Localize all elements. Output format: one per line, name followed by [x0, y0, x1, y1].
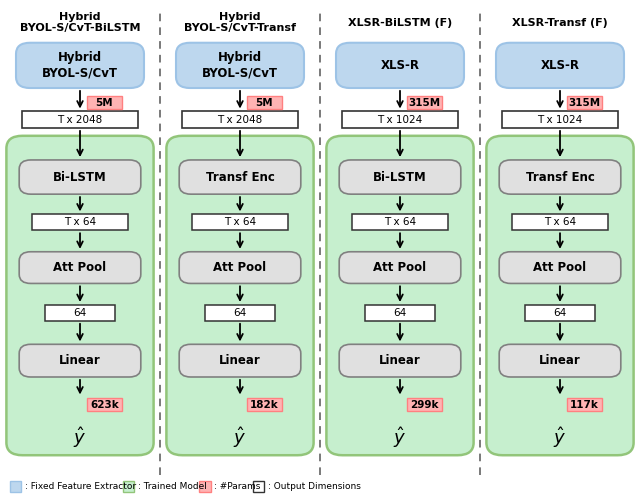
FancyBboxPatch shape — [502, 112, 618, 128]
Text: $\hat{y}$: $\hat{y}$ — [234, 425, 246, 450]
Text: 182k: 182k — [250, 400, 278, 410]
Text: XLS-R: XLS-R — [541, 59, 579, 72]
Text: 64: 64 — [554, 308, 566, 318]
Text: 315M: 315M — [568, 98, 600, 108]
Text: Att Pool: Att Pool — [213, 261, 267, 274]
Text: : Output Dimensions: : Output Dimensions — [268, 482, 361, 491]
FancyBboxPatch shape — [407, 96, 442, 109]
FancyBboxPatch shape — [19, 252, 141, 284]
Text: : Fixed Feature Extractor: : Fixed Feature Extractor — [25, 482, 136, 491]
FancyBboxPatch shape — [496, 43, 624, 88]
Text: Linear: Linear — [379, 354, 421, 367]
FancyBboxPatch shape — [176, 43, 304, 88]
Text: T x 64: T x 64 — [64, 217, 96, 227]
Text: Hybrid
BYOL-S/CvT: Hybrid BYOL-S/CvT — [202, 51, 278, 79]
Text: Bi-LSTM: Bi-LSTM — [53, 171, 107, 184]
Text: T x 64: T x 64 — [384, 217, 416, 227]
FancyBboxPatch shape — [525, 305, 595, 321]
Text: Hybrid
BYOL-S/CvT-Transf: Hybrid BYOL-S/CvT-Transf — [184, 12, 296, 33]
FancyBboxPatch shape — [253, 481, 264, 492]
FancyBboxPatch shape — [512, 214, 608, 230]
Text: Hybrid
BYOL-S/CvT: Hybrid BYOL-S/CvT — [42, 51, 118, 79]
FancyBboxPatch shape — [246, 96, 282, 109]
FancyBboxPatch shape — [486, 136, 634, 455]
Text: Transf Enc: Transf Enc — [525, 171, 595, 184]
FancyBboxPatch shape — [45, 305, 115, 321]
Text: XLS-R: XLS-R — [381, 59, 419, 72]
FancyBboxPatch shape — [407, 398, 442, 411]
Text: Transf Enc: Transf Enc — [205, 171, 275, 184]
FancyBboxPatch shape — [352, 214, 448, 230]
Text: 5M: 5M — [95, 98, 113, 108]
FancyBboxPatch shape — [166, 136, 314, 455]
Text: : Trained Model: : Trained Model — [138, 482, 207, 491]
FancyBboxPatch shape — [339, 345, 461, 377]
FancyBboxPatch shape — [326, 136, 474, 455]
FancyBboxPatch shape — [339, 252, 461, 284]
Text: T x 64: T x 64 — [544, 217, 576, 227]
FancyBboxPatch shape — [179, 345, 301, 377]
Text: Linear: Linear — [219, 354, 261, 367]
Text: Bi-LSTM: Bi-LSTM — [373, 171, 427, 184]
Text: Hybrid
BYOL-S/CvT-BiLSTM: Hybrid BYOL-S/CvT-BiLSTM — [20, 12, 140, 33]
FancyBboxPatch shape — [22, 112, 138, 128]
Text: Att Pool: Att Pool — [533, 261, 587, 274]
FancyBboxPatch shape — [19, 160, 141, 194]
Text: XLSR-BiLSTM (F): XLSR-BiLSTM (F) — [348, 18, 452, 28]
Text: XLSR-Transf (F): XLSR-Transf (F) — [512, 18, 608, 28]
Text: 299k: 299k — [410, 400, 438, 410]
Text: 64: 64 — [74, 308, 86, 318]
Text: $\hat{y}$: $\hat{y}$ — [394, 425, 406, 450]
Text: 117k: 117k — [570, 400, 599, 410]
FancyBboxPatch shape — [499, 252, 621, 284]
FancyBboxPatch shape — [336, 43, 464, 88]
FancyBboxPatch shape — [499, 160, 621, 194]
Text: T x 64: T x 64 — [224, 217, 256, 227]
Text: $\hat{y}$: $\hat{y}$ — [74, 425, 86, 450]
FancyBboxPatch shape — [123, 481, 134, 492]
FancyBboxPatch shape — [182, 112, 298, 128]
Text: 5M: 5M — [255, 98, 273, 108]
Text: Linear: Linear — [59, 354, 101, 367]
FancyBboxPatch shape — [567, 96, 602, 109]
FancyBboxPatch shape — [342, 112, 458, 128]
FancyBboxPatch shape — [10, 481, 21, 492]
FancyBboxPatch shape — [246, 398, 282, 411]
FancyBboxPatch shape — [32, 214, 128, 230]
FancyBboxPatch shape — [87, 96, 122, 109]
FancyBboxPatch shape — [205, 305, 275, 321]
Text: T x 2048: T x 2048 — [218, 115, 262, 125]
Text: 64: 64 — [234, 308, 246, 318]
FancyBboxPatch shape — [199, 481, 211, 492]
FancyBboxPatch shape — [19, 345, 141, 377]
Text: Att Pool: Att Pool — [373, 261, 427, 274]
FancyBboxPatch shape — [567, 398, 602, 411]
FancyBboxPatch shape — [179, 160, 301, 194]
FancyBboxPatch shape — [499, 345, 621, 377]
Text: T x 1024: T x 1024 — [378, 115, 422, 125]
FancyBboxPatch shape — [16, 43, 144, 88]
FancyBboxPatch shape — [87, 398, 122, 411]
Text: T x 2048: T x 2048 — [58, 115, 102, 125]
Text: 623k: 623k — [90, 400, 118, 410]
Text: 64: 64 — [394, 308, 406, 318]
Text: 315M: 315M — [408, 98, 440, 108]
FancyBboxPatch shape — [365, 305, 435, 321]
Text: : #Params: : #Params — [214, 482, 260, 491]
FancyBboxPatch shape — [192, 214, 288, 230]
FancyBboxPatch shape — [6, 136, 154, 455]
Text: Att Pool: Att Pool — [53, 261, 107, 274]
Text: $\hat{y}$: $\hat{y}$ — [554, 425, 566, 450]
FancyBboxPatch shape — [179, 252, 301, 284]
Text: T x 1024: T x 1024 — [538, 115, 582, 125]
Text: Linear: Linear — [539, 354, 581, 367]
FancyBboxPatch shape — [339, 160, 461, 194]
